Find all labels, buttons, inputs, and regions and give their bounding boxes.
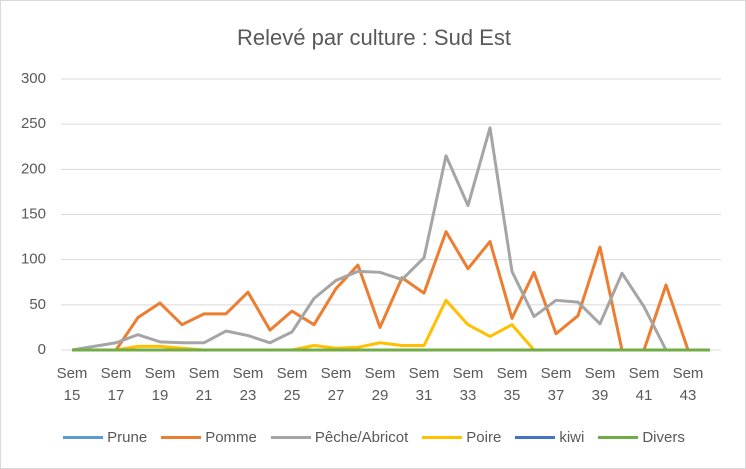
- legend-swatch: [598, 436, 639, 439]
- x-tick-label: Sem 15: [56, 365, 88, 404]
- x-tick-label: Sem 27: [320, 365, 352, 404]
- x-tick-label: Sem 39: [584, 365, 616, 404]
- y-tick-label: 200: [21, 160, 46, 177]
- legend-swatch: [515, 436, 556, 439]
- chart-title: Relevé par culture : Sud Est: [237, 25, 511, 50]
- legend-label: Divers: [642, 429, 685, 446]
- legend-item: Pomme: [161, 429, 257, 446]
- legend-item: Pêche/Abricot: [270, 429, 409, 446]
- x-tick-label: Sem 23: [232, 365, 264, 404]
- legend-swatch: [422, 436, 463, 439]
- x-tick-label: Sem 21: [188, 365, 220, 404]
- x-tick-label: Sem 25: [276, 365, 308, 404]
- y-tick-label: 0: [38, 341, 46, 358]
- y-tick-label: 150: [21, 205, 46, 222]
- legend-label: Pêche/Abricot: [314, 429, 409, 446]
- y-tick-label: 50: [29, 296, 46, 313]
- legend-item: Divers: [598, 429, 685, 446]
- series-line: [72, 230, 690, 352]
- x-tick-label: Sem 43: [672, 365, 704, 404]
- y-tick-label: 100: [21, 251, 46, 268]
- x-tick-label: Sem 35: [496, 365, 528, 404]
- legend: Prune Pomme Pêche/Abricot Poire kiwi Divers: [1, 429, 745, 446]
- legend-item: Prune: [63, 429, 147, 446]
- y-tick-label: 300: [21, 70, 46, 87]
- series-line: [71, 126, 668, 352]
- y-tick-label: 250: [21, 115, 46, 132]
- legend-label: Prune: [107, 429, 148, 446]
- legend-swatch: [63, 436, 104, 439]
- x-tick-label: Sem 41: [628, 365, 660, 404]
- x-tick-label: Sem 19: [144, 365, 176, 404]
- legend-swatch: [161, 436, 202, 439]
- legend-label: Pomme: [205, 429, 257, 446]
- legend-label: kiwi: [559, 429, 585, 446]
- x-tick-label: Sem 33: [452, 365, 484, 404]
- legend-item: Poire: [422, 429, 501, 446]
- x-tick-label: Sem 31: [408, 365, 440, 404]
- legend-item: kiwi: [515, 429, 584, 446]
- x-tick-label: Sem 17: [100, 365, 132, 404]
- legend-label: Poire: [466, 429, 502, 446]
- legend-swatch: [270, 436, 311, 439]
- x-tick-label: Sem 29: [364, 365, 396, 404]
- x-tick-label: Sem 37: [540, 365, 572, 404]
